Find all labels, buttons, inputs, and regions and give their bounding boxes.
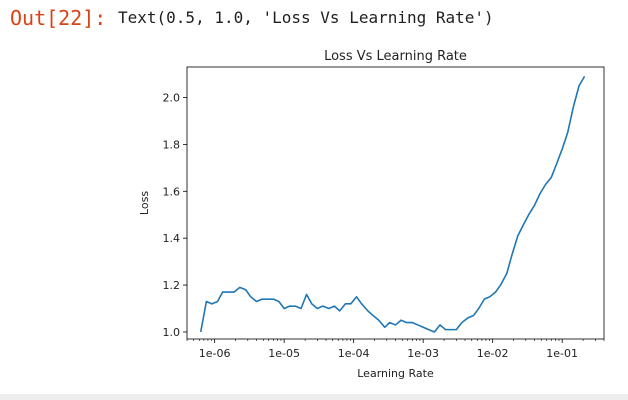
y-tick-label: 1.4 [163,232,181,245]
y-axis-label: Loss [138,191,151,215]
x-axis-ticks: 1e-06 1e-05 1e-04 1e-03 1e-02 1e-01 [186,339,605,360]
chart-title: Loss Vs Learning Rate [324,49,467,64]
loss-series-line [199,75,586,333]
output-prompt: Out[22]: [10,6,107,30]
y-tick-label: 1.2 [163,279,181,292]
y-tick-label: 1.0 [163,326,181,339]
x-tick-label: 1e-06 [199,347,231,360]
x-tick-label: 1e-04 [338,347,370,360]
x-tick-label: 1e-01 [546,347,578,360]
x-tick-label: 1e-02 [477,347,509,360]
y-tick-label: 2.0 [163,91,181,104]
x-tick-label: 1e-03 [407,347,439,360]
cell-bottom-border [0,394,628,400]
output-result-text: Text(0.5, 1.0, 'Loss Vs Learning Rate') [118,8,494,27]
y-axis-ticks: 1.0 1.2 1.4 1.6 1.8 2.0 [163,91,187,339]
plot-frame [186,66,605,340]
x-tick-label: 1e-05 [268,347,300,360]
y-tick-label: 1.8 [163,138,181,151]
x-axis-label: Learning Rate [357,367,434,380]
y-tick-label: 1.6 [163,185,181,198]
